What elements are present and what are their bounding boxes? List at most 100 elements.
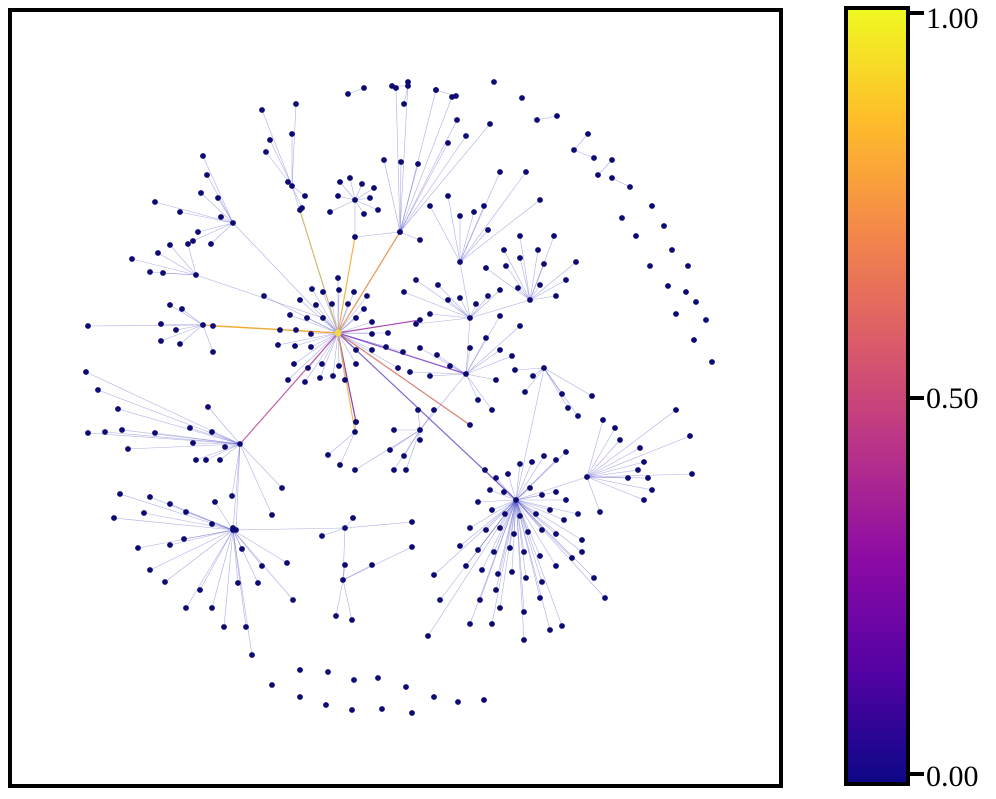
graph-node [141, 510, 147, 516]
graph-node [313, 302, 319, 308]
graph-edge [465, 373, 479, 401]
graph-node [445, 297, 451, 303]
graph-node [625, 475, 631, 481]
graph-edge [337, 236, 356, 334]
graph-node [293, 327, 299, 333]
graph-edge [342, 564, 373, 581]
graph-node [527, 485, 533, 491]
graph-edge [586, 476, 653, 491]
graph-node [167, 501, 173, 507]
graph-node [627, 184, 633, 190]
graph-edge [232, 529, 259, 584]
graph-edge [291, 103, 297, 187]
graph-node [559, 391, 565, 397]
graph-edge [399, 161, 402, 233]
graph-edge [465, 315, 501, 375]
graph-edge [197, 222, 234, 233]
graph-edge [337, 332, 356, 433]
graph-node [445, 140, 451, 146]
graph-edge [195, 274, 324, 319]
graph-node [305, 365, 311, 371]
graph-node [259, 563, 265, 569]
graph-node [375, 675, 381, 681]
graph-edge [205, 443, 241, 461]
graph-edge [399, 123, 491, 233]
graph-node [525, 529, 531, 535]
graph-edge [157, 252, 197, 276]
graph-edge [484, 469, 517, 501]
graph-edge [415, 279, 471, 319]
graph-node [491, 79, 497, 85]
graph-edge [419, 373, 467, 431]
graph-edge [399, 119, 458, 233]
graph-edge [529, 279, 567, 301]
graph-node [559, 623, 565, 629]
graph-node [209, 605, 215, 611]
graph-node [119, 427, 125, 433]
graph-edge [497, 499, 517, 575]
graph-node [619, 215, 625, 221]
graph-node [467, 315, 473, 321]
graph-edge [169, 503, 234, 531]
graph-node [563, 449, 569, 455]
graph-node [269, 512, 275, 518]
graph-node [230, 220, 236, 226]
graph-node [155, 250, 161, 256]
graph-edge [235, 443, 241, 531]
graph-edge [586, 476, 649, 479]
graph-edge [515, 499, 525, 553]
graph-node [661, 223, 667, 229]
graph-node [329, 301, 335, 307]
graph-edge [465, 373, 493, 411]
graph-edge [429, 313, 471, 319]
graph-edge [429, 205, 461, 263]
colorbar-tick-bottom [908, 772, 924, 776]
graph-node [405, 83, 411, 89]
graph-node [267, 137, 273, 143]
graph-node [571, 147, 577, 153]
graph-edge [207, 406, 241, 445]
graph-edge [169, 244, 197, 276]
graph-node [481, 697, 487, 703]
graph-node [353, 419, 359, 425]
graph-node [401, 289, 407, 295]
graph-edge [403, 85, 409, 105]
graph-edge [515, 455, 545, 501]
graph-edge [515, 499, 551, 631]
graph-edge [465, 355, 513, 375]
graph-edge [433, 499, 517, 576]
graph-node [553, 531, 559, 537]
graph-node [554, 113, 560, 119]
graph-node [115, 406, 121, 412]
graph-edge [342, 527, 346, 581]
graph-edge [195, 443, 241, 461]
graph-edge [399, 81, 409, 233]
graph-edge [232, 222, 339, 334]
graph-node [195, 229, 201, 235]
graph-edge [529, 295, 557, 301]
graph-node [434, 352, 440, 358]
graph-edge [586, 409, 677, 478]
graph-node [309, 286, 315, 292]
graph-edge [586, 435, 691, 478]
graph-node [669, 247, 675, 253]
graph-node [503, 263, 509, 269]
graph-node [579, 537, 585, 543]
graph-node [521, 549, 527, 555]
graph-node [352, 197, 358, 203]
graph-node [361, 211, 367, 217]
graph-node [379, 706, 385, 712]
graph-node [483, 265, 489, 271]
graph-edge [515, 367, 545, 501]
graph-edge [586, 476, 629, 479]
graph-edge [586, 473, 693, 478]
graph-node [302, 193, 308, 199]
graph-node [431, 694, 437, 700]
graph-node [533, 511, 539, 517]
graph-edge [311, 288, 339, 334]
graph-node [501, 489, 507, 495]
graph-edge [459, 199, 541, 263]
graph-node [209, 429, 215, 435]
graph-node [415, 161, 421, 167]
graph-edge [465, 325, 521, 375]
